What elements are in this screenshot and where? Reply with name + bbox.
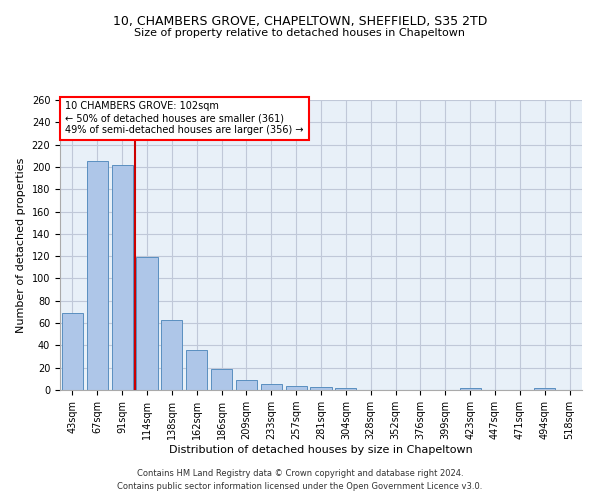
Text: Contains HM Land Registry data © Crown copyright and database right 2024.: Contains HM Land Registry data © Crown c… [137,468,463,477]
Bar [261,384,282,390]
Bar [335,388,356,390]
Text: 10 CHAMBERS GROVE: 102sqm
← 50% of detached houses are smaller (361)
49% of semi: 10 CHAMBERS GROVE: 102sqm ← 50% of detac… [65,102,304,134]
Text: Contains public sector information licensed under the Open Government Licence v3: Contains public sector information licen… [118,482,482,491]
Bar [136,258,158,390]
Bar [62,313,83,390]
Bar [236,380,257,390]
Bar [310,386,332,390]
X-axis label: Distribution of detached houses by size in Chapeltown: Distribution of detached houses by size … [169,445,473,455]
Text: 10, CHAMBERS GROVE, CHAPELTOWN, SHEFFIELD, S35 2TD: 10, CHAMBERS GROVE, CHAPELTOWN, SHEFFIEL… [113,15,487,28]
Bar [460,388,481,390]
Bar [286,386,307,390]
Bar [534,388,555,390]
Bar [87,162,108,390]
Y-axis label: Number of detached properties: Number of detached properties [16,158,26,332]
Text: Size of property relative to detached houses in Chapeltown: Size of property relative to detached ho… [134,28,466,38]
Bar [211,369,232,390]
Bar [186,350,207,390]
Bar [161,320,182,390]
Bar [112,164,133,390]
